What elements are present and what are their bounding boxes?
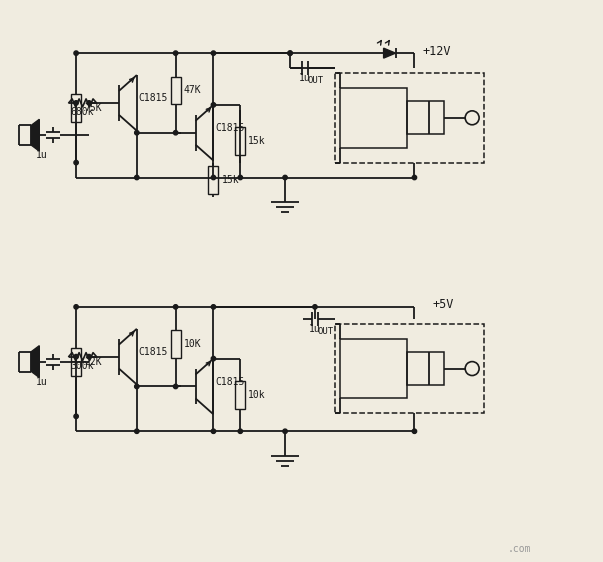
Text: C1815: C1815: [139, 93, 168, 103]
Text: 10k: 10k: [248, 390, 266, 400]
Text: 75K: 75K: [84, 103, 102, 113]
Text: 15k: 15k: [221, 175, 239, 185]
Circle shape: [174, 51, 178, 55]
Text: 22K: 22K: [84, 357, 102, 366]
Circle shape: [74, 305, 78, 309]
Text: OUT: OUT: [308, 76, 324, 85]
Circle shape: [174, 384, 178, 389]
Circle shape: [174, 305, 178, 309]
Bar: [171, 330, 181, 358]
Circle shape: [283, 429, 287, 433]
Text: +12V: +12V: [422, 44, 451, 58]
Circle shape: [211, 51, 216, 55]
Circle shape: [134, 130, 139, 135]
Bar: [71, 94, 81, 122]
Circle shape: [412, 175, 417, 180]
Bar: [335, 324, 484, 413]
Circle shape: [238, 429, 242, 433]
Text: 1u: 1u: [36, 150, 47, 160]
Circle shape: [74, 160, 78, 165]
Circle shape: [134, 384, 139, 389]
Circle shape: [288, 51, 292, 55]
Bar: [407, 101, 444, 134]
Circle shape: [313, 305, 317, 309]
Text: C1815: C1815: [139, 347, 168, 357]
Text: OUT: OUT: [318, 327, 334, 336]
Text: 300k: 300k: [71, 361, 94, 370]
Text: 1u: 1u: [36, 377, 47, 387]
Text: C1815: C1815: [215, 123, 245, 133]
Circle shape: [74, 101, 78, 105]
Text: 1u: 1u: [299, 73, 311, 83]
Text: 10K: 10K: [183, 339, 201, 349]
Bar: [340, 339, 407, 398]
Circle shape: [238, 175, 242, 180]
Text: 680k: 680k: [71, 107, 94, 117]
Text: C1815: C1815: [215, 377, 245, 387]
Circle shape: [288, 51, 292, 55]
Text: .com: .com: [507, 543, 531, 554]
Bar: [209, 166, 218, 194]
Polygon shape: [31, 119, 39, 151]
Circle shape: [87, 355, 91, 359]
Circle shape: [134, 175, 139, 180]
Circle shape: [211, 429, 216, 433]
Circle shape: [74, 355, 78, 359]
Circle shape: [211, 175, 216, 180]
Circle shape: [74, 414, 78, 419]
Circle shape: [174, 130, 178, 135]
Text: 47K: 47K: [183, 85, 201, 96]
Circle shape: [211, 103, 216, 107]
Circle shape: [412, 429, 417, 433]
Circle shape: [211, 356, 216, 361]
Circle shape: [74, 51, 78, 55]
Text: +5V: +5V: [432, 298, 453, 311]
Bar: [407, 352, 444, 385]
Bar: [340, 88, 407, 148]
Text: 1u: 1u: [309, 324, 321, 334]
Bar: [235, 381, 245, 409]
Circle shape: [87, 101, 91, 105]
Bar: [71, 348, 81, 375]
Circle shape: [134, 429, 139, 433]
Text: 15k: 15k: [248, 136, 266, 146]
Polygon shape: [384, 48, 396, 58]
Polygon shape: [31, 346, 39, 378]
Bar: [235, 127, 245, 155]
Circle shape: [211, 305, 216, 309]
Bar: [171, 76, 181, 105]
Bar: [335, 73, 484, 162]
Circle shape: [283, 175, 287, 180]
